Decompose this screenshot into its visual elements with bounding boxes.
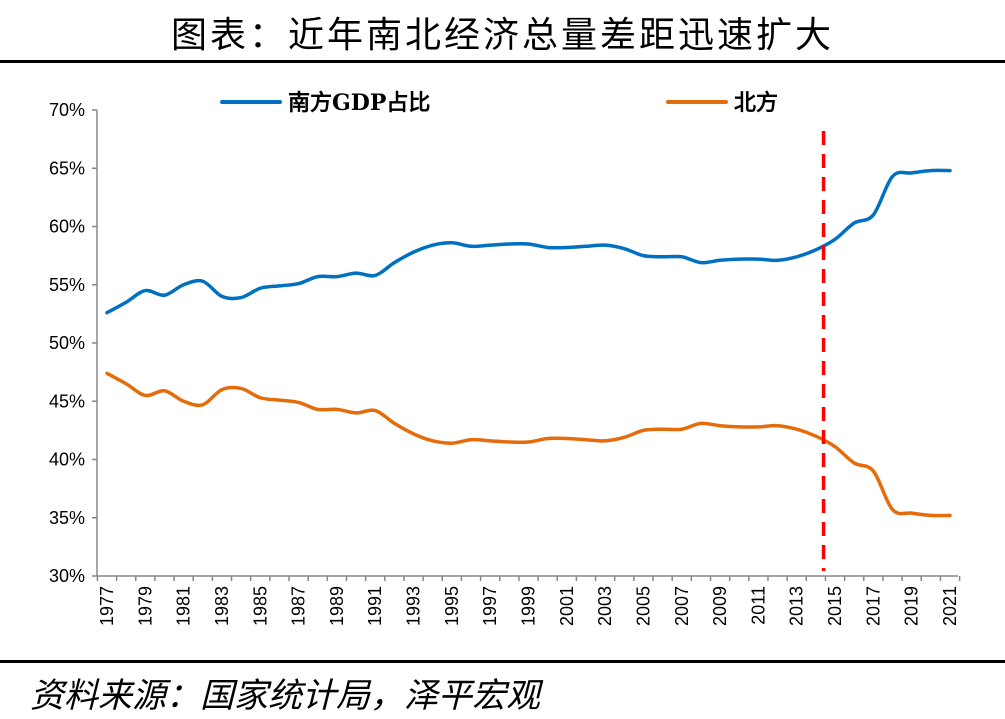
chart-title: 图表：近年南北经济总量差距迅速扩大 [170, 15, 834, 56]
y-tick-label: 70% [49, 100, 85, 120]
x-tick-label: 1985 [250, 586, 270, 626]
x-tick-label: 2007 [672, 586, 692, 626]
y-tick-label: 50% [49, 333, 85, 353]
x-tick-label: 2013 [787, 586, 807, 626]
bottom-rule [0, 660, 1005, 663]
x-tick-label: 2011 [748, 586, 768, 625]
x-tick-label: 1995 [442, 586, 462, 626]
x-tick-label: 1979 [135, 586, 155, 626]
y-tick-label: 45% [49, 391, 85, 411]
x-tick-label: 2019 [902, 586, 922, 626]
y-tick-label: 30% [49, 566, 85, 586]
x-tick-label: 1993 [404, 586, 424, 626]
x-tick-label: 1999 [519, 586, 539, 626]
legend-label: 北方 [734, 90, 778, 116]
x-tick-label: 2005 [633, 586, 653, 626]
x-tick-label: 2009 [710, 586, 730, 626]
x-tick-label: 1983 [212, 586, 232, 626]
series-line-south [105, 168, 952, 315]
x-tick-label: 1981 [174, 586, 194, 626]
legend-label: 南方GDP占比 [288, 90, 430, 116]
y-tick-label: 55% [49, 275, 85, 295]
y-tick-label: 65% [49, 158, 85, 178]
x-tick-label: 1997 [480, 586, 500, 626]
y-tick-label: 35% [49, 508, 85, 528]
y-tick-label: 60% [49, 217, 85, 237]
x-tick-label: 2001 [557, 586, 577, 626]
x-tick-label: 2003 [595, 586, 615, 626]
x-tick-label: 2015 [825, 586, 845, 626]
x-tick-label: 1987 [289, 586, 309, 626]
y-tick-label: 40% [49, 450, 85, 470]
x-tick-label: 2021 [940, 586, 960, 626]
source-note: 资料来源：国家统计局，泽平宏观 [30, 676, 540, 716]
x-tick-label: 1977 [97, 586, 117, 626]
top-rule [0, 60, 1005, 63]
x-tick-label: 1989 [327, 586, 347, 626]
x-tick-label: 1991 [365, 586, 385, 626]
x-tick-label: 2017 [863, 586, 883, 626]
